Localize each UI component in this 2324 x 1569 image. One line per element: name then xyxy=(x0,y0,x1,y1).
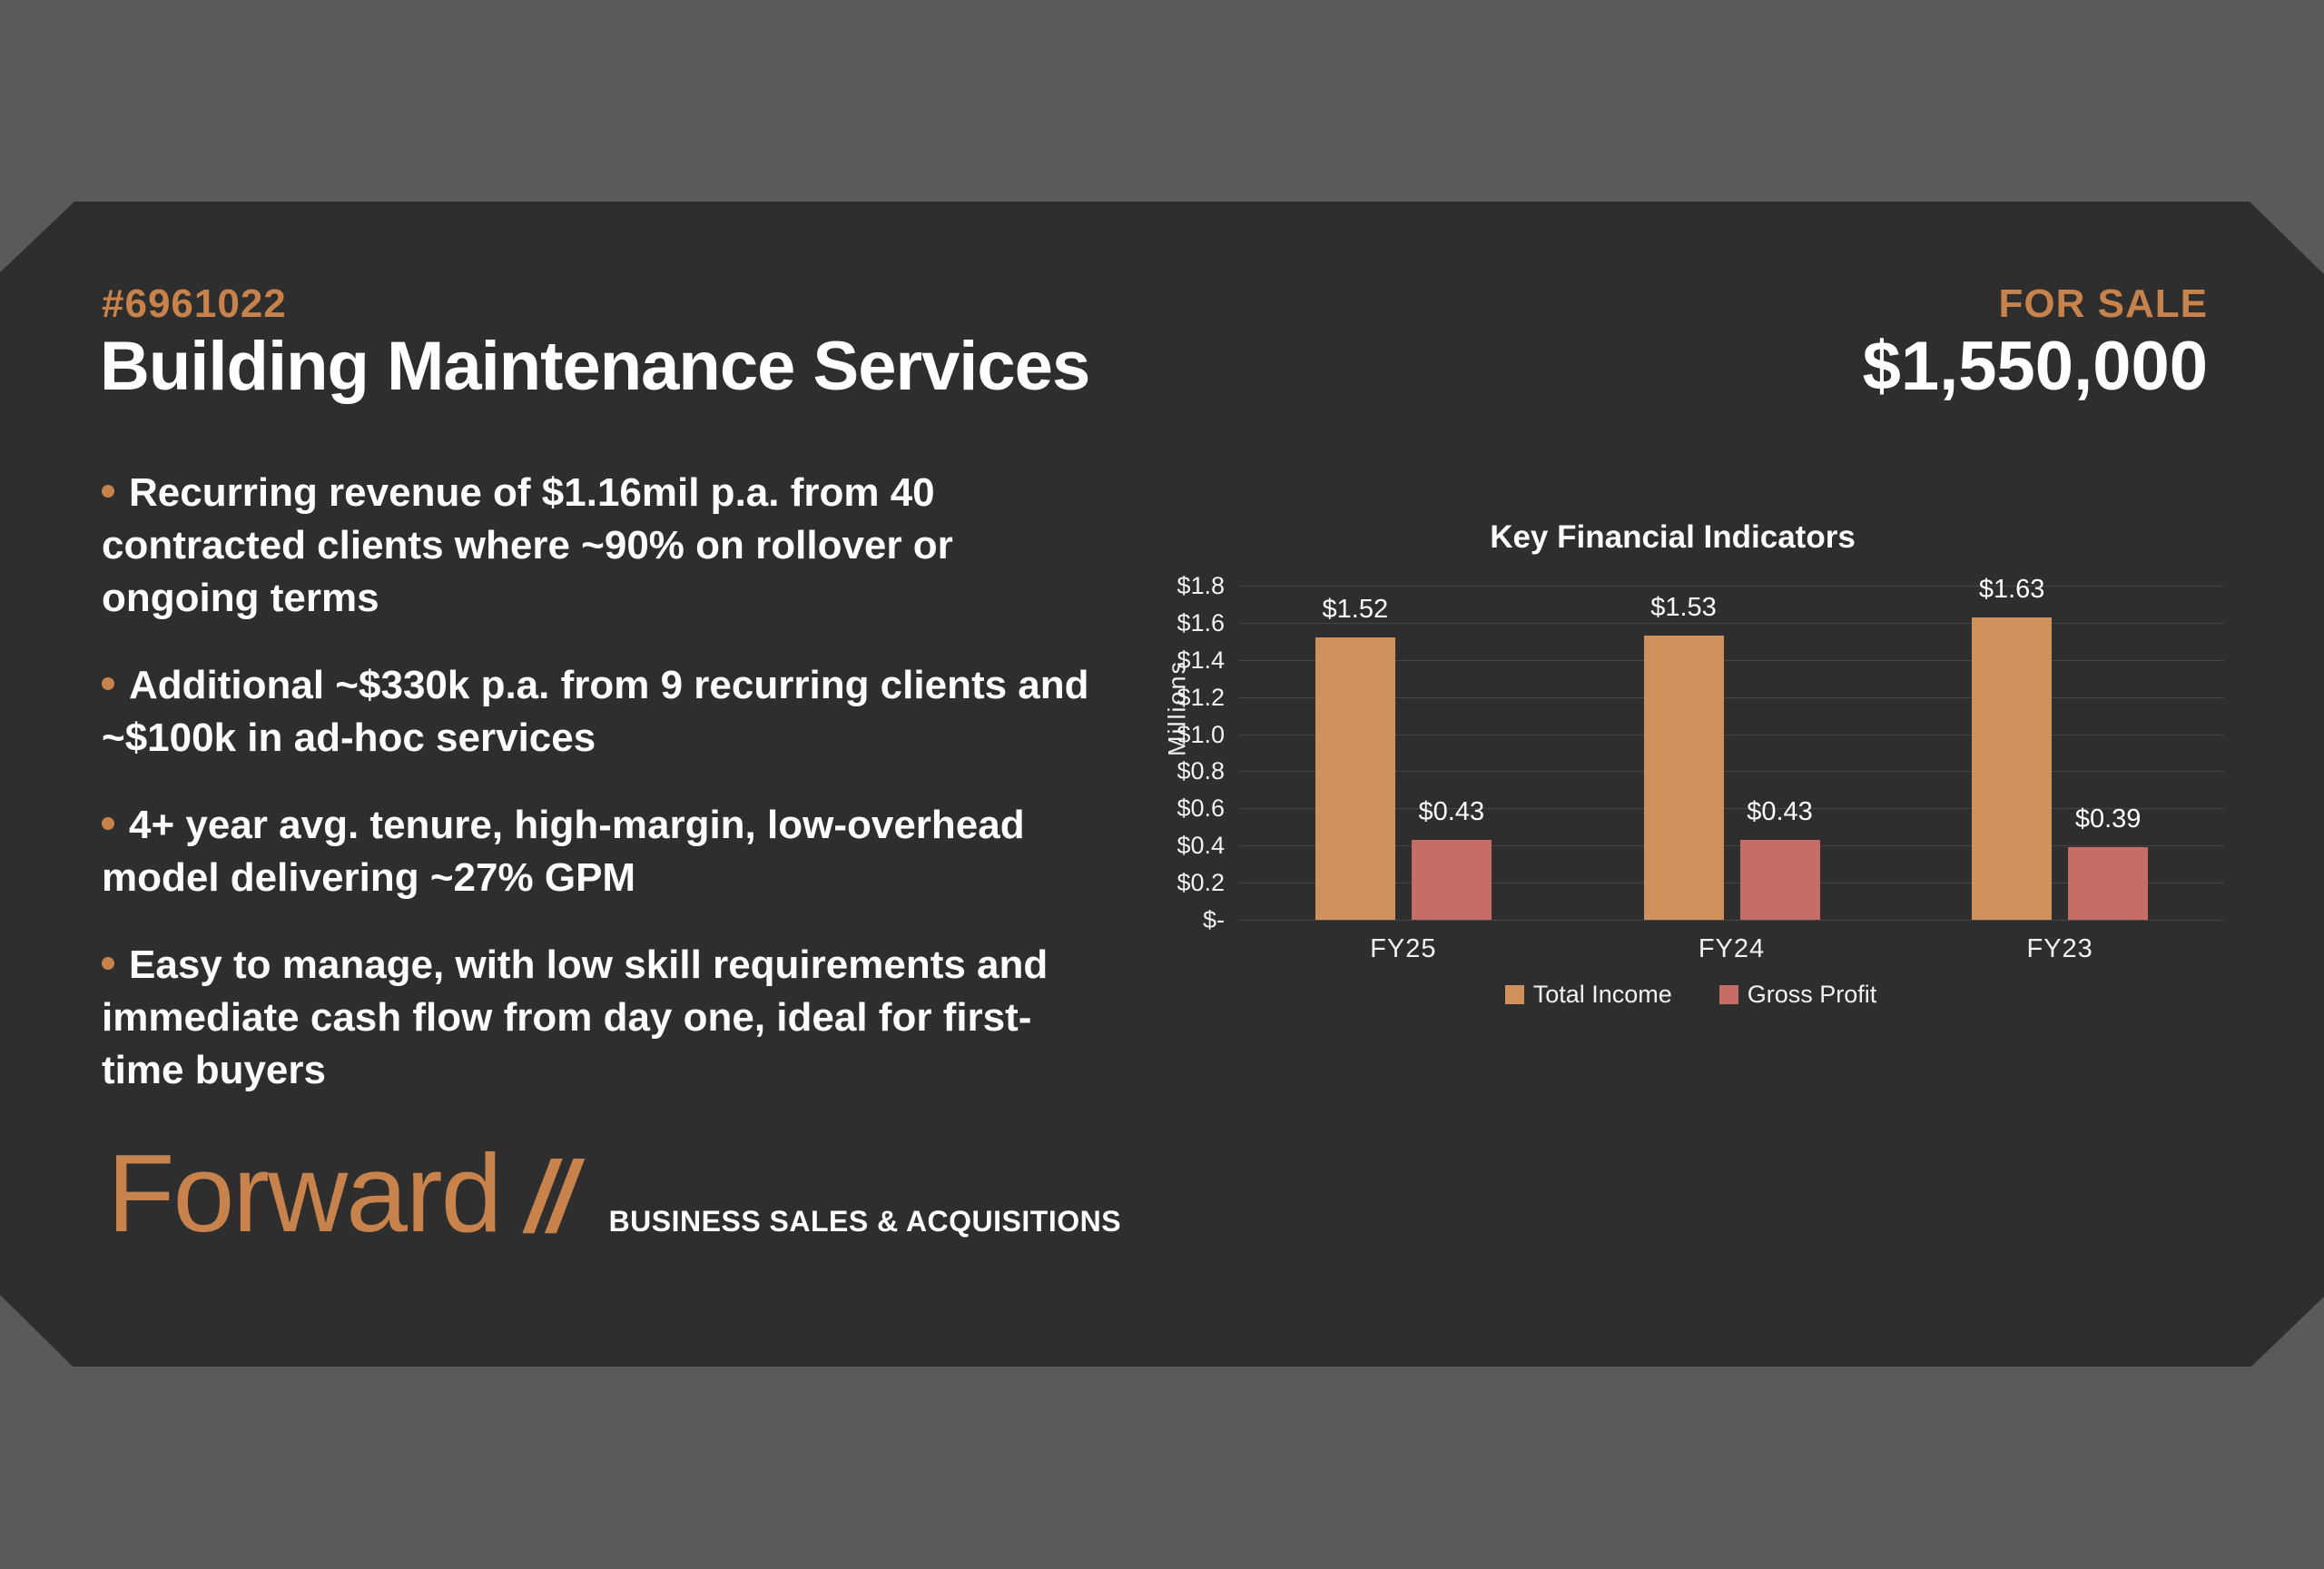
bar-value-label: $0.43 xyxy=(1418,797,1485,827)
y-tick-label: $1.0 xyxy=(1177,720,1225,748)
bar-value-label: $0.43 xyxy=(1747,797,1813,827)
y-tick-label: $1.4 xyxy=(1177,646,1225,674)
financial-chart: Key Financial Indicators Millions $1.8 $1… xyxy=(1162,508,2242,1053)
bar-total-income xyxy=(1643,636,1724,920)
highlight-item: Recurring revenue of $1.16mil p.a. from … xyxy=(102,467,1100,625)
logo-tagline: BUSINESS SALES & ACQUISITIONS xyxy=(608,1205,1122,1238)
y-tick-label: $0.8 xyxy=(1177,757,1225,785)
legend-item: Gross Profit xyxy=(1718,981,1877,1009)
legend-label: Gross Profit xyxy=(1747,981,1877,1008)
logo-wordmark: Forward xyxy=(107,1131,502,1255)
bar-value-label: $1.53 xyxy=(1650,593,1717,623)
bar-gross-profit xyxy=(1411,840,1492,920)
highlight-text: Recurring revenue of $1.16mil p.a. from … xyxy=(102,470,953,620)
y-tick-label: $1.6 xyxy=(1177,608,1225,636)
legend-item: Total Income xyxy=(1504,981,1672,1009)
gridline xyxy=(1239,622,2224,624)
listing-card: #6961022 Building Maintenance Services F… xyxy=(0,202,2324,1367)
chart-plot: $1.8 $1.6 $1.4 $1.2 $1.0 $0.8 $0.6 $0.4 $0.2 $- $1… xyxy=(1177,572,2224,963)
for-sale-label: FOR SALE xyxy=(1998,281,2208,326)
gridline xyxy=(1239,920,2224,921)
bar-value-label: $0.39 xyxy=(2074,804,2142,834)
y-tick-label: $0.2 xyxy=(1177,869,1225,897)
gridline xyxy=(1239,659,2224,661)
chart-title: Key Financial Indicators xyxy=(1490,519,1856,555)
gridline xyxy=(1239,696,2224,698)
x-axis-label: FY24 xyxy=(1698,934,1766,963)
legend-swatch xyxy=(1718,985,1738,1004)
bullet-dot-icon xyxy=(102,957,114,971)
highlight-item: 4+ year avg. tenure, high-margin, low-ov… xyxy=(102,799,1100,904)
legend-label: Total Income xyxy=(1532,981,1672,1008)
y-tick-label: $- xyxy=(1202,906,1225,933)
chart-legend: Total Income Gross Profit xyxy=(1198,981,2183,1009)
bar-value-label: $1.52 xyxy=(1322,595,1389,625)
highlight-item: Easy to manage, with low skill requireme… xyxy=(102,939,1100,1097)
bar-gross-profit xyxy=(1739,840,1820,920)
y-tick-label: $0.4 xyxy=(1177,832,1225,860)
bar-value-label: $1.63 xyxy=(1978,574,2045,604)
gridline xyxy=(1239,845,2224,847)
business-title: Building Maintenance Services xyxy=(100,328,1090,405)
logo-slashes-icon: // xyxy=(526,1141,576,1253)
bullet-dot-icon xyxy=(102,817,114,831)
y-tick-label: $1.8 xyxy=(1177,572,1225,599)
gridline xyxy=(1239,771,2224,773)
gridline xyxy=(1239,808,2224,810)
listing-id: #6961022 xyxy=(102,281,287,326)
y-tick-label: $0.6 xyxy=(1177,794,1225,823)
x-axis-label: FY25 xyxy=(1370,934,1437,963)
bullet-dot-icon xyxy=(102,677,114,691)
asking-price: $1,550,000 xyxy=(1862,328,2208,405)
gridline xyxy=(1239,586,2224,587)
highlight-text: Additional ~$330k p.a. from 9 recurring … xyxy=(102,663,1089,760)
highlight-item: Additional ~$330k p.a. from 9 recurring … xyxy=(102,659,1100,765)
highlights-list: Recurring revenue of $1.16mil p.a. from … xyxy=(102,467,1100,1131)
highlight-text: 4+ year avg. tenure, high-margin, low-ov… xyxy=(102,803,1025,900)
bar-gross-profit xyxy=(2068,847,2149,920)
highlight-text: Easy to manage, with low skill requireme… xyxy=(102,942,1049,1092)
forward-logo: Forward // BUSINESS SALES & ACQUISITIONS xyxy=(107,1130,1121,1257)
bar-total-income xyxy=(1315,637,1395,920)
bullet-dot-icon xyxy=(102,485,114,498)
x-axis-label: FY23 xyxy=(2026,934,2093,963)
bar-total-income xyxy=(1972,617,2053,920)
y-tick-label: $1.2 xyxy=(1177,683,1225,711)
legend-swatch xyxy=(1504,985,1524,1004)
